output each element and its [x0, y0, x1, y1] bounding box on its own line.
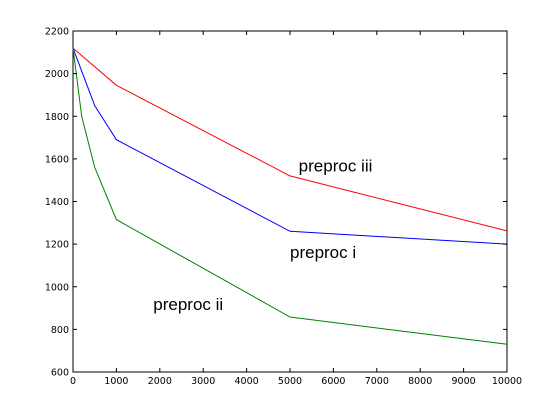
x-tick-label: 1000	[104, 376, 128, 387]
series-annotation: preproc iii	[299, 157, 373, 176]
y-tick-label: 1000	[45, 282, 69, 293]
y-tick-label: 1200	[45, 240, 69, 251]
x-tick-label: 9000	[452, 376, 476, 387]
y-axis-ticks: 600 800 1000 1200 1400 1600 1800 2000 2200	[45, 27, 507, 379]
x-axis-ticks: 0 1000 2000 3000 4000 5000 6000 7000 8000 9000 100…	[70, 31, 522, 387]
y-tick-label: 600	[51, 368, 69, 379]
y-tick-label: 1600	[45, 154, 69, 165]
series-line-3	[72, 48, 508, 345]
x-tick-label: 2000	[148, 376, 172, 387]
series-line-1	[72, 47, 508, 232]
series-annotation: preproc ii	[153, 295, 223, 314]
y-tick-label: 2000	[45, 69, 69, 80]
series-annotation: preproc i	[290, 243, 356, 262]
x-tick-label: 8000	[408, 376, 432, 387]
y-tick-label: 2200	[45, 27, 69, 38]
line-annotations: preproc iii preproc i preproc ii	[153, 157, 372, 315]
x-tick-label: 3000	[191, 376, 215, 387]
y-tick-label: 1800	[45, 112, 69, 123]
x-tick-label: 4000	[235, 376, 259, 387]
series-line-2	[72, 47, 508, 245]
y-tick-label: 800	[51, 325, 69, 336]
x-tick-label: 6000	[321, 376, 345, 387]
series-lines	[72, 47, 508, 345]
x-tick-label: 5000	[278, 376, 302, 387]
x-tick-label: 0	[70, 376, 76, 387]
y-tick-label: 1400	[45, 197, 69, 208]
x-tick-label: 7000	[365, 376, 389, 387]
x-tick-label: 10000	[492, 376, 522, 387]
plot-area	[72, 30, 508, 373]
